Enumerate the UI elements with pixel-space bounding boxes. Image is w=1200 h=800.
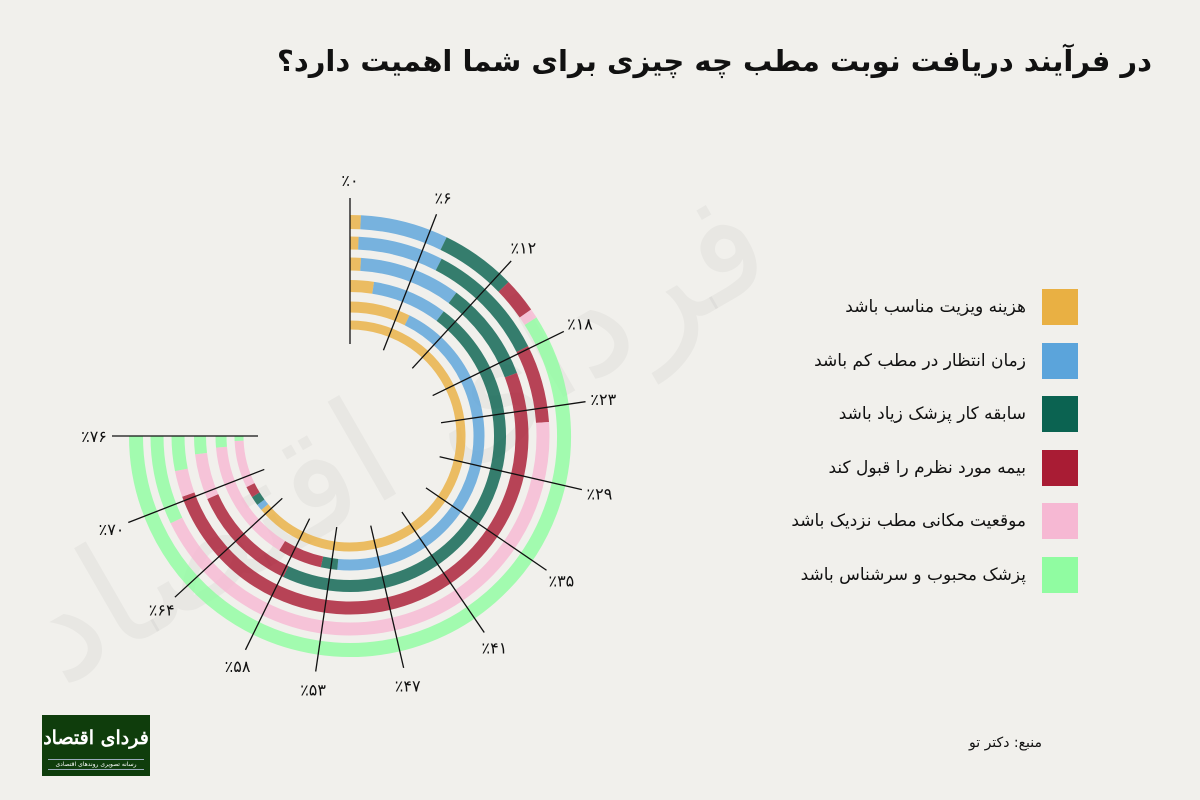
ring-2-segment-2: [357, 236, 442, 271]
legend-item: موقعیت مکانی مطب نزدیک باشد: [791, 503, 1078, 539]
logo-subtitle: رسانه تصویری روندهای اقتصادی: [48, 759, 144, 770]
tick-line: [425, 487, 547, 571]
legend-label: سابقه کار پزشک زیاد باشد: [838, 404, 1026, 424]
tick-label: ٪۱۲: [510, 239, 536, 258]
tick-label: ٪۳۵: [548, 571, 574, 590]
tick-line: [315, 526, 338, 672]
tick-label: ٪۴۱: [482, 638, 508, 657]
ring-2-segment-4: [516, 346, 550, 424]
ring-5-segment-5: [216, 446, 286, 551]
ring-1-segment-2: [360, 215, 447, 250]
tick-line: [128, 468, 265, 524]
ring-5-segment-1: [349, 301, 410, 326]
tick-label: ٪۷۶: [81, 427, 107, 446]
tick-line: [411, 260, 512, 369]
ring-1-segment-6: [129, 317, 571, 657]
legend-swatch: [1042, 342, 1078, 379]
tick-line: [440, 401, 586, 424]
ring-3-segment-2: [360, 257, 457, 304]
ring-4-segment-3: [283, 311, 506, 592]
tick-line: [432, 330, 565, 397]
legend-label: پزشک محبوب و سرشناس باشد: [800, 564, 1026, 585]
ring-4-segment-1: [349, 280, 375, 294]
ring-2-segment-3: [435, 258, 529, 353]
tick-label: ٪۶۴: [149, 600, 175, 619]
chart-title: در فرآیند دریافت نوبت مطب چه چیزی برای ش…: [277, 44, 1152, 78]
legend-label: هزینه ویزیت مناسب باشد: [845, 297, 1026, 317]
tick-label: ٪۱۸: [567, 315, 593, 334]
tick-label: ٪۷۰: [99, 520, 125, 539]
legend-label: موقعیت مکانی مطب نزدیک باشد: [791, 511, 1026, 531]
legend-swatch: [1042, 556, 1078, 593]
tick-line: [244, 518, 311, 651]
ring-1-segment-5: [519, 309, 537, 325]
ring-4-segment-5: [195, 452, 219, 499]
legend-label: بیمه مورد نظرم را قبول کند: [828, 457, 1026, 478]
legend-swatch: [1042, 396, 1078, 432]
ring-3-segment-4: [182, 372, 529, 615]
legend-item: هزینه ویزیت مناسب باشد: [791, 289, 1078, 325]
legend-item: پزشک محبوب و سرشناس باشد: [791, 556, 1078, 593]
tick-line: [401, 511, 485, 633]
ring-4-segment-6: [194, 435, 208, 455]
legend: هزینه ویزیت مناسب باشد زمان انتظار در مط…: [791, 289, 1078, 610]
tick-label: ٪۲۳: [590, 390, 616, 409]
ring-6-segment-3: [252, 492, 265, 505]
tick-label: ٪۲۹: [587, 485, 613, 504]
ring-5-segment-4: [279, 540, 324, 568]
legend-swatch: [1042, 449, 1078, 486]
ring-3-segment-5: [175, 468, 195, 497]
ring-1-segment-3: [440, 237, 509, 292]
source-note: منبع: دکتر تو: [969, 735, 1042, 751]
legend-item: زمان انتظار در مطب کم باشد: [791, 342, 1078, 379]
ring-6-segment-5: [234, 440, 255, 488]
ring-2-segment-5: [170, 422, 550, 636]
publisher-logo: فردای اقتصاد رسانه تصویری روندهای اقتصاد…: [42, 715, 150, 776]
ring-5-segment-2: [337, 315, 485, 571]
legend-label: زمان انتظار در مطب کم باشد: [814, 350, 1026, 371]
tick-label: ٪۴۷: [395, 676, 421, 695]
legend-item: سابقه کار پزشک زیاد باشد: [791, 396, 1078, 432]
tick-line: [382, 214, 438, 351]
ring-6-segment-2: [257, 499, 269, 510]
legend-swatch: [1042, 289, 1078, 325]
tick-label: ٪۶: [434, 189, 451, 208]
tick-label: ٪۵۳: [300, 680, 326, 699]
ring-4-segment-2: [372, 281, 444, 321]
ring-6-segment-1: [261, 320, 466, 552]
ring-5-segment-3: [320, 556, 339, 570]
legend-item: بیمه مورد نظرم را قبول کند: [791, 449, 1078, 486]
tick-label: ٪۰: [341, 171, 358, 190]
ring-3-segment-3: [448, 292, 517, 378]
ring-1-segment-4: [498, 282, 532, 318]
tick-line: [370, 525, 405, 669]
legend-swatch: [1042, 503, 1078, 539]
tick-label: ٪۵۸: [225, 657, 251, 676]
tick-line: [439, 456, 583, 491]
ring-6-segment-4: [246, 483, 260, 498]
logo-title: فردای اقتصاد: [43, 727, 149, 749]
tick-line: [174, 497, 283, 598]
ring-3-segment-6: [171, 435, 188, 472]
ring-4-segment-4: [207, 494, 289, 577]
ring-2-segment-6: [150, 435, 183, 524]
